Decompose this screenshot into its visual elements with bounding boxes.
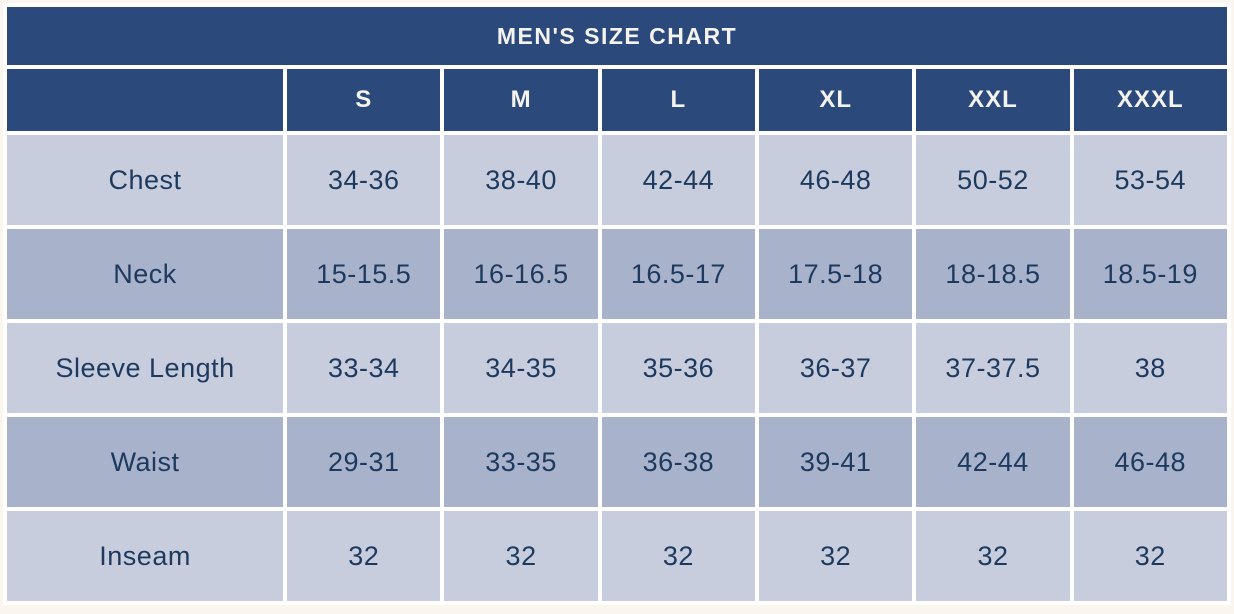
table-cell: 34-36: [287, 135, 441, 225]
table-cell: 29-31: [287, 417, 441, 507]
table-cell: 50-52: [916, 135, 1070, 225]
table-cell: 35-36: [601, 323, 756, 413]
table-cell: 18-18.5: [916, 229, 1070, 319]
row-label-neck: Neck: [7, 229, 284, 319]
table-cell: 38: [1073, 323, 1227, 413]
header-blank-cell: [7, 69, 284, 131]
table-cell: 53-54: [1073, 135, 1227, 225]
table-cell: 32: [287, 511, 441, 601]
table-row-chest: Chest 34-36 38-40 42-44 46-48 50-52 53-5…: [7, 135, 1227, 225]
size-column-header-xl: XL: [759, 69, 913, 131]
table-cell: 39-41: [759, 417, 913, 507]
table-cell: 17.5-18: [759, 229, 913, 319]
size-column-header-m: M: [444, 69, 598, 131]
table-cell: 18.5-19: [1073, 229, 1227, 319]
size-column-header-s: S: [287, 69, 441, 131]
table-row-sleeve-length: Sleeve Length 33-34 34-35 35-36 36-37 37…: [7, 323, 1227, 413]
table-row-neck: Neck 15-15.5 16-16.5 16.5-17 17.5-18 18-…: [7, 229, 1227, 319]
table-row-inseam: Inseam 32 32 32 32 32 32: [7, 511, 1227, 601]
row-label-waist: Waist: [7, 417, 284, 507]
table-cell: 32: [1073, 511, 1227, 601]
table-cell: 32: [759, 511, 913, 601]
table-cell: 16-16.5: [444, 229, 598, 319]
table-title: MEN'S SIZE CHART: [7, 7, 1227, 65]
table-cell: 46-48: [1073, 417, 1227, 507]
table-cell: 32: [601, 511, 756, 601]
table-cell: 32: [916, 511, 1070, 601]
table-cell: 46-48: [759, 135, 913, 225]
mens-size-chart-table: MEN'S SIZE CHART S M L XL XXL XXXL Chest…: [3, 3, 1231, 605]
table-cell: 36-38: [601, 417, 756, 507]
table-cell: 32: [444, 511, 598, 601]
table-cell: 15-15.5: [287, 229, 441, 319]
table-cell: 36-37: [759, 323, 913, 413]
table-cell: 34-35: [444, 323, 598, 413]
table-cell: 16.5-17: [601, 229, 756, 319]
table-cell: 38-40: [444, 135, 598, 225]
table-cell: 33-35: [444, 417, 598, 507]
table-header-row: S M L XL XXL XXXL: [7, 69, 1227, 131]
size-column-header-xxl: XXL: [916, 69, 1070, 131]
size-column-header-xxxl: XXXL: [1073, 69, 1227, 131]
row-label-chest: Chest: [7, 135, 284, 225]
row-label-inseam: Inseam: [7, 511, 284, 601]
row-label-sleeve-length: Sleeve Length: [7, 323, 284, 413]
table-cell: 42-44: [916, 417, 1070, 507]
size-column-header-l: L: [601, 69, 756, 131]
table-cell: 42-44: [601, 135, 756, 225]
table-title-row: MEN'S SIZE CHART: [7, 7, 1227, 65]
table-cell: 33-34: [287, 323, 441, 413]
table-row-waist: Waist 29-31 33-35 36-38 39-41 42-44 46-4…: [7, 417, 1227, 507]
table-cell: 37-37.5: [916, 323, 1070, 413]
